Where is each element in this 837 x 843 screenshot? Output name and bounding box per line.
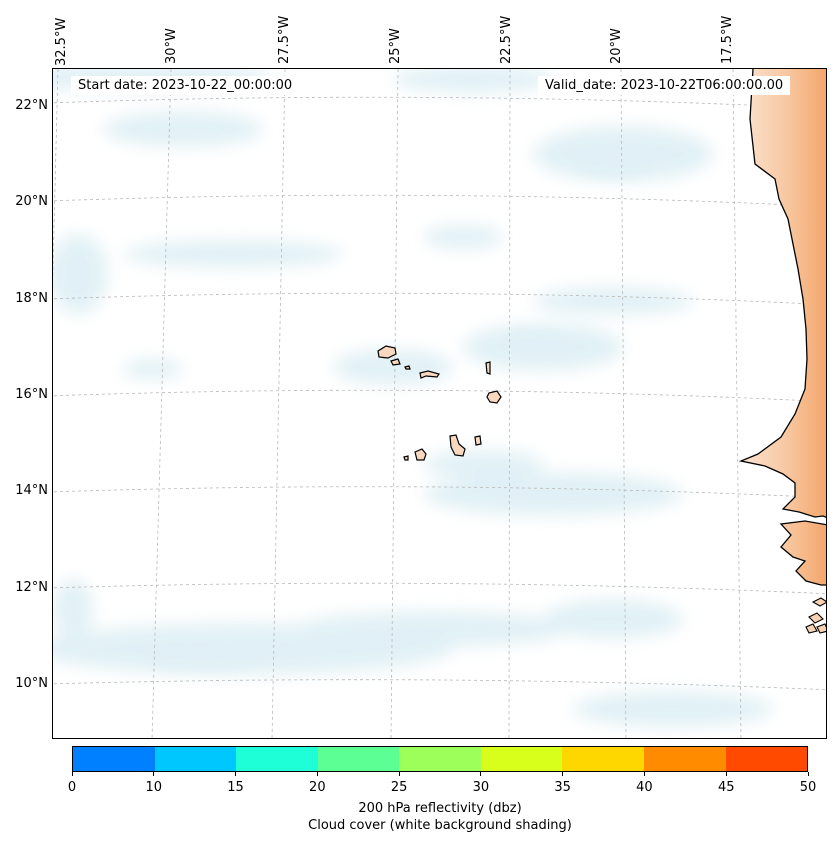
cloud-band <box>123 359 183 379</box>
start-date-label: Start date: 2023-10-22_00:00:00 <box>71 76 300 95</box>
cloud-band <box>53 579 93 639</box>
island-santiago <box>449 434 466 457</box>
colorbar-tick <box>235 772 237 776</box>
colorbar-tick-label: 30 <box>472 780 490 795</box>
bijagos-island <box>811 597 826 607</box>
colorbar-segment <box>399 747 481 771</box>
island-santa-luzia <box>404 365 411 370</box>
lat-label: 12°N <box>15 580 48 595</box>
lat-label: 20°N <box>15 194 48 209</box>
cloud-band <box>423 225 503 249</box>
cloud-cell <box>503 329 563 349</box>
colorbar-segment <box>725 747 808 771</box>
mainland-coast <box>741 69 826 585</box>
colorbar-tick <box>480 772 482 776</box>
cloud-cell <box>573 150 653 178</box>
lon-label: 32.5°W <box>54 17 69 66</box>
colorbar-tick-label: 15 <box>227 780 244 795</box>
island-fogo <box>414 448 427 461</box>
colorbar-tick <box>316 772 318 776</box>
mainland-coastline <box>738 69 826 586</box>
lat-label: 16°N <box>15 387 48 402</box>
bijagos-island <box>808 612 824 624</box>
bijagos-island <box>805 623 818 634</box>
cloud-band <box>573 691 773 727</box>
colorbar-tick-label: 20 <box>309 780 326 795</box>
colorbar-segment <box>562 747 644 771</box>
cloud-band <box>423 450 543 478</box>
cloud-cell <box>523 484 623 504</box>
valid-date-label: Valid_date: 2023-10-22T06:00:00.00 <box>538 76 791 95</box>
cloud-cover-layer <box>53 69 773 727</box>
colorbar-tick-label: 25 <box>390 780 408 795</box>
map-canvas <box>53 69 826 738</box>
cape-verde-islands <box>377 345 502 461</box>
colorbar-tick-label: 10 <box>145 780 163 795</box>
lon-label: 22.5°W <box>499 15 514 64</box>
africa-mainland <box>738 69 826 634</box>
colorbar-tick-label: 35 <box>554 780 571 795</box>
colorbar-tick <box>643 772 645 776</box>
cloud-band <box>293 611 573 647</box>
cloud-band <box>393 69 553 93</box>
lon-label: 25°W <box>388 28 403 64</box>
colorbar-tick <box>725 772 727 776</box>
lat-label: 10°N <box>15 676 48 691</box>
cloud-band <box>123 240 343 268</box>
colorbar-tick <box>153 772 155 776</box>
lon-label: 20°W <box>609 28 624 64</box>
colorbar-tick <box>562 772 564 776</box>
colorbar-segment <box>236 747 318 771</box>
colorbar-tick-label: 50 <box>799 780 817 795</box>
island-boa-vista <box>486 390 502 404</box>
lat-label: 22°N <box>15 98 48 113</box>
colorbar-segment <box>154 747 237 771</box>
colorbar-label: 200 hPa reflectivity (dbz) <box>358 801 522 816</box>
colorbar-segment <box>317 747 400 771</box>
cloud-band <box>103 111 263 147</box>
cloud-band <box>533 287 693 315</box>
cloud-band <box>543 599 683 639</box>
colorbar-tick <box>71 772 73 776</box>
lat-label: 14°N <box>15 483 48 498</box>
bijagos-island <box>816 623 826 634</box>
colorbar-segment <box>73 747 155 771</box>
island-maio <box>474 435 482 446</box>
colorbar-tick-label: 40 <box>636 780 653 795</box>
colorbar-segment <box>480 747 563 771</box>
lon-label: 30°W <box>164 28 179 64</box>
lon-label: 27.5°W <box>277 15 292 64</box>
map-panel[interactable] <box>52 68 827 739</box>
colorbar-sublabel: Cloud cover (white background shading) <box>308 818 572 833</box>
colorbar <box>72 746 808 772</box>
island-brava <box>403 455 409 461</box>
island-sao-vicente <box>390 358 401 366</box>
colorbar-tick-label: 0 <box>67 780 77 795</box>
lat-label: 18°N <box>15 291 48 306</box>
cloud-band <box>53 234 108 314</box>
cloud-cell <box>143 647 263 671</box>
colorbar-tick <box>807 772 809 776</box>
island-santo-antao <box>377 345 397 359</box>
island-sal <box>485 361 491 375</box>
colorbar-tick-label: 45 <box>717 780 735 795</box>
lon-label: 17.5°W <box>720 15 735 64</box>
colorbar-segment <box>643 747 726 771</box>
colorbar-tick <box>398 772 400 776</box>
graticule <box>53 69 826 738</box>
island-sao-nicolau <box>419 370 440 379</box>
